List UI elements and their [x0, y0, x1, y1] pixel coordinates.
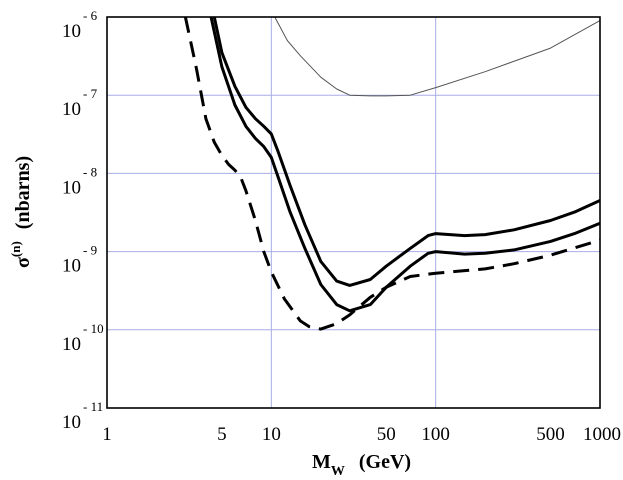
y-tick-base: 10 — [62, 99, 81, 120]
y-tick-label: 10- 6 — [62, 8, 98, 42]
x-axis-title: MW (GeV) — [312, 451, 411, 479]
y-tick-label: 10- 9 — [62, 243, 97, 277]
y-axis-title-sup: (n) — [8, 241, 23, 257]
plot-frame — [106, 16, 601, 409]
y-tick-exponent: - 10 — [83, 321, 104, 336]
y-tick-base: 10 — [62, 412, 81, 433]
y-tick-exponent: - 9 — [83, 243, 97, 258]
series-line-1 — [274, 17, 600, 97]
series-line-2 — [212, 17, 600, 287]
y-tick-exponent: - 7 — [83, 86, 98, 101]
y-tick-label: 10- 7 — [62, 86, 98, 120]
y-tick-base: 10 — [62, 177, 81, 198]
x-axis-title-sub: W — [331, 464, 345, 479]
x-tick-label: 10 — [262, 424, 281, 445]
series-line-3 — [209, 17, 600, 313]
x-tick-label: 100 — [421, 424, 450, 445]
y-tick-base: 10 — [62, 21, 81, 42]
y-axis-title-main: σ — [12, 257, 34, 268]
x-axis-title-main: M — [312, 451, 331, 473]
y-tick-exponent: - 6 — [83, 8, 98, 23]
series-line-4 — [183, 17, 600, 331]
y-tick-exponent: - 8 — [83, 164, 97, 179]
x-tick-label: 500 — [536, 424, 565, 445]
x-axis-ticks: 1 5 10 50 100 500 1000 — [102, 424, 621, 445]
x-tick-label: 50 — [377, 424, 396, 445]
x-axis-title-unit: (GeV) — [359, 451, 411, 473]
y-tick-base: 10 — [62, 334, 81, 355]
y-tick-exponent: - 11 — [83, 399, 103, 414]
y-axis-title: σ(n) (nbarns) — [8, 156, 34, 268]
y-tick-label: 10- 8 — [62, 164, 97, 198]
x-tick-label: 1 — [102, 424, 112, 445]
y-tick-base: 10 — [62, 256, 81, 277]
x-tick-label: 5 — [217, 424, 227, 445]
x-tick-label: 1000 — [583, 424, 621, 445]
y-tick-label: 10- 11 — [62, 399, 103, 433]
series-layer — [183, 17, 600, 331]
y-tick-label: 10- 10 — [62, 321, 104, 355]
y-axis-title-unit: (nbarns) — [12, 156, 34, 229]
